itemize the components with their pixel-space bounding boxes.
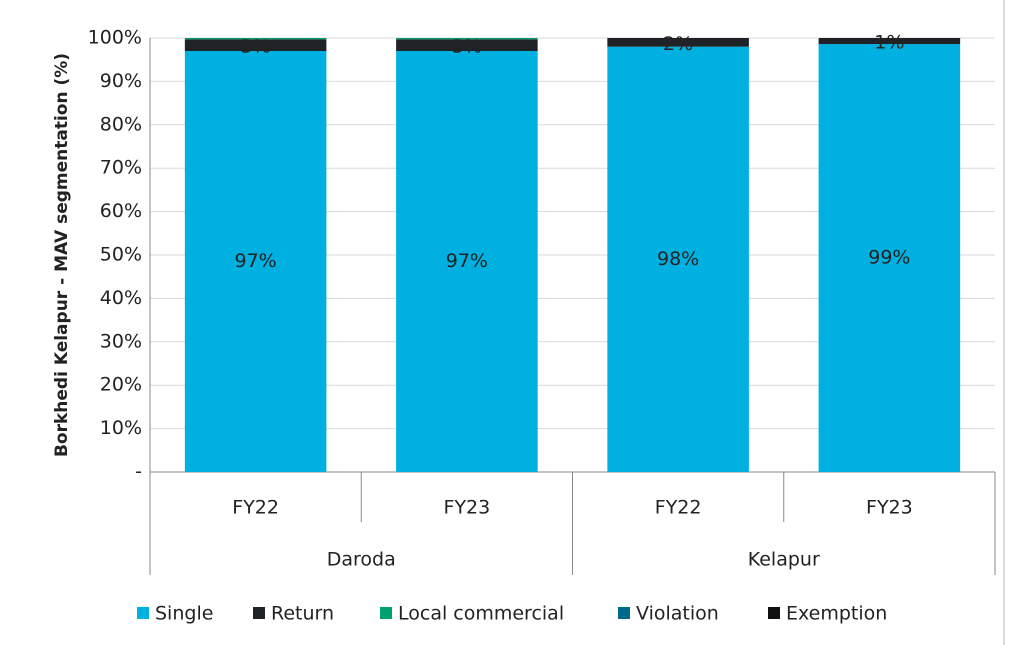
legend-swatch: [618, 607, 630, 619]
data-label: 97%: [446, 250, 488, 272]
bar-segment: [184, 38, 327, 40]
legend-label: Local commercial: [398, 603, 564, 625]
data-label: 3%: [452, 36, 482, 58]
bar-segment: [818, 38, 961, 45]
y-tick-label: 40%: [100, 287, 142, 309]
legend-swatch: [768, 607, 780, 619]
legend-label: Violation: [636, 603, 719, 625]
data-label: 98%: [657, 248, 699, 270]
legend-label: Single: [155, 603, 213, 625]
y-tick-label: 10%: [100, 417, 142, 439]
y-tick-label: 20%: [100, 374, 142, 396]
x-tick-label: FY22: [232, 497, 279, 519]
bar-segment: [818, 44, 961, 473]
bar-segment: [396, 39, 538, 52]
data-label: 3%: [241, 36, 271, 58]
y-axis-label: Borkhedi Kelapur - MAV segmentation (%): [52, 53, 72, 457]
data-label: 1%: [874, 32, 904, 54]
group-label: Daroda: [327, 549, 396, 571]
legend-label: Exemption: [786, 603, 887, 625]
bar-segment: [607, 46, 749, 473]
y-tick-label: 30%: [100, 330, 142, 352]
bar-segment: [607, 38, 749, 47]
legend-swatch: [253, 607, 265, 619]
group-label: Kelapur: [748, 549, 820, 571]
bar-segment: [396, 51, 538, 473]
y-tick-label: 80%: [100, 113, 142, 135]
bar-segment: [396, 38, 538, 40]
x-tick-label: FY22: [655, 497, 702, 519]
bar-segment: [184, 39, 327, 52]
legend-label: Return: [271, 603, 334, 625]
y-tick-label: 90%: [100, 70, 142, 92]
data-label: 97%: [235, 250, 277, 272]
y-tick-label: 100%: [88, 27, 142, 49]
data-label: 99%: [868, 247, 910, 269]
y-tick-label: 70%: [100, 157, 142, 179]
bar-segment: [184, 51, 327, 473]
legend-swatch: [380, 607, 392, 619]
x-tick-label: FY23: [866, 497, 913, 519]
y-tick-label: 50%: [100, 244, 142, 266]
data-label: 2%: [663, 33, 693, 55]
x-tick-label: FY23: [444, 497, 491, 519]
legend-swatch: [137, 607, 149, 619]
y-tick-label: -: [135, 461, 142, 483]
y-tick-label: 60%: [100, 200, 142, 222]
